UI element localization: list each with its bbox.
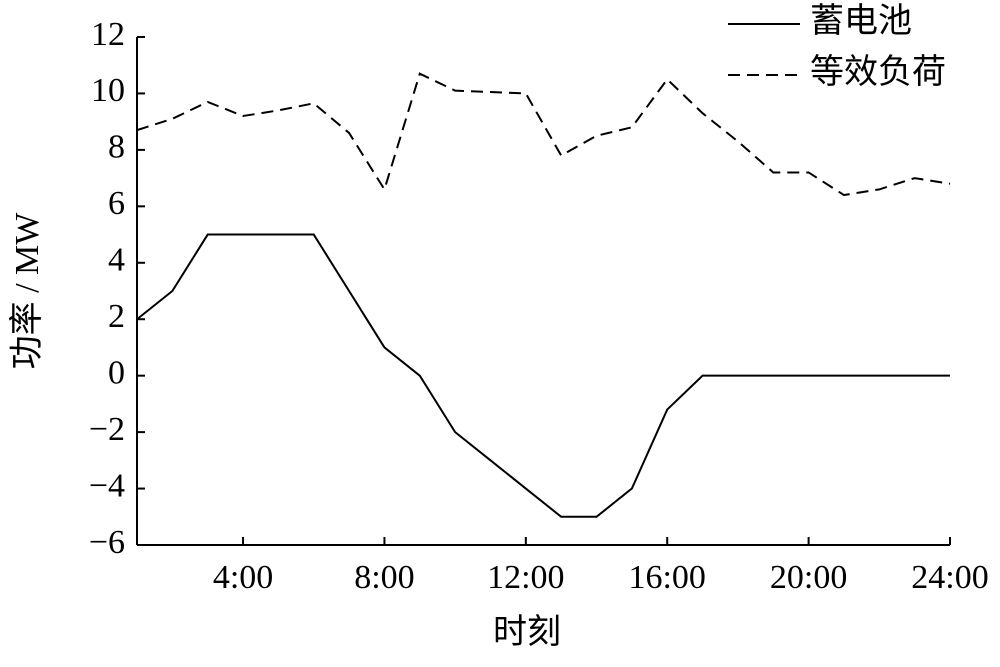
y-tick-label: −6 [89,524,125,561]
x-tick-label: 20:00 [770,559,847,596]
legend-label: 等效负荷 [810,53,946,91]
y-axis-label: 功率 / MW [8,212,46,370]
y-tick-label: 4 [108,242,125,279]
y-tick-label: 12 [91,16,125,53]
y-tick-label: 10 [91,72,125,109]
legend-label: 蓄电池 [810,2,912,40]
y-tick-label: 6 [108,185,125,222]
y-tick-label: 2 [108,298,125,335]
y-tick-label: 8 [108,129,125,166]
y-tick-label: −4 [89,467,125,504]
x-tick-label: 8:00 [354,559,414,596]
x-axis-label: 时刻 [493,613,561,651]
series-line [136,233,950,518]
x-tick-label: 4:00 [213,559,273,596]
x-tick-label: 16:00 [628,559,705,596]
series-line [136,72,951,197]
x-tick-label: 12:00 [487,559,564,596]
x-tick-label: 24:00 [911,559,988,596]
y-tick-label: 0 [108,354,125,391]
y-tick-label: −2 [89,411,125,448]
